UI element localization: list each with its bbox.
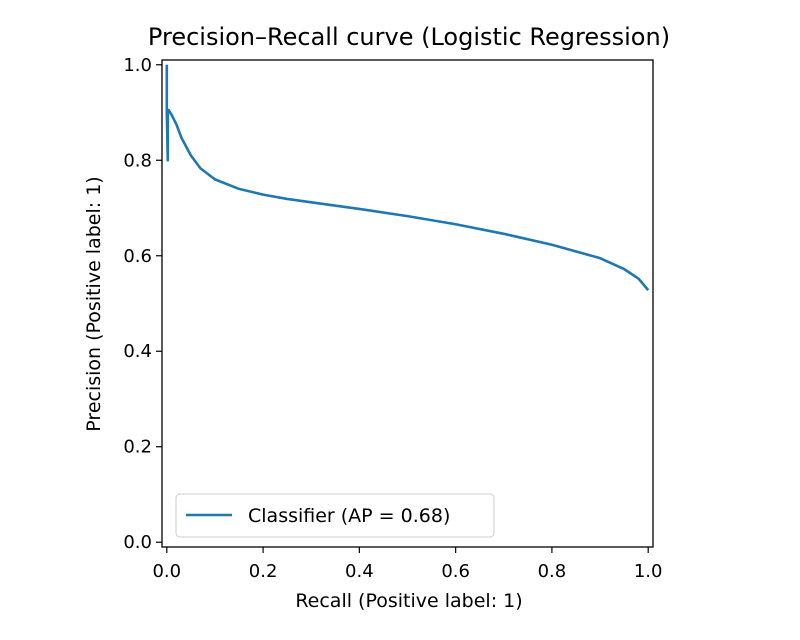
- legend-box: [175, 493, 495, 538]
- y-axis-label: Precision (Positive label: 1): [83, 176, 105, 431]
- legend: Classifier (AP = 0.68): [175, 493, 495, 538]
- x-tick-label: 0.0: [152, 561, 181, 582]
- x-axis-ticks: 0.0 0.2 0.4 0.6 0.8 1.0: [152, 547, 663, 582]
- x-tick-label: 0.2: [249, 561, 278, 582]
- y-tick-label: 0.2: [123, 437, 152, 458]
- series-line-0: [165, 64, 650, 291]
- y-tick-label: 0.6: [123, 246, 152, 267]
- series-layer: [165, 64, 650, 291]
- y-tick-label: 1.0: [123, 55, 152, 76]
- x-tick-label: 0.6: [441, 561, 470, 582]
- x-tick-label: 1.0: [634, 561, 663, 582]
- x-tick-label: 0.4: [345, 561, 374, 582]
- y-tick-label: 0.8: [123, 150, 152, 171]
- y-axis-ticks: 0.0 0.2 0.4 0.6 0.8 1.0: [123, 55, 162, 553]
- legend-entry-classifier: Classifier (AP = 0.68): [248, 505, 450, 527]
- x-axis-label: Recall (Positive label: 1): [295, 590, 522, 612]
- y-tick-label: 0.4: [123, 341, 152, 362]
- y-tick-label: 0.0: [123, 532, 152, 553]
- plot-frame: [161, 59, 654, 548]
- x-tick-label: 0.8: [538, 561, 567, 582]
- chart-title: Precision–Recall curve (Logistic Regress…: [148, 23, 670, 51]
